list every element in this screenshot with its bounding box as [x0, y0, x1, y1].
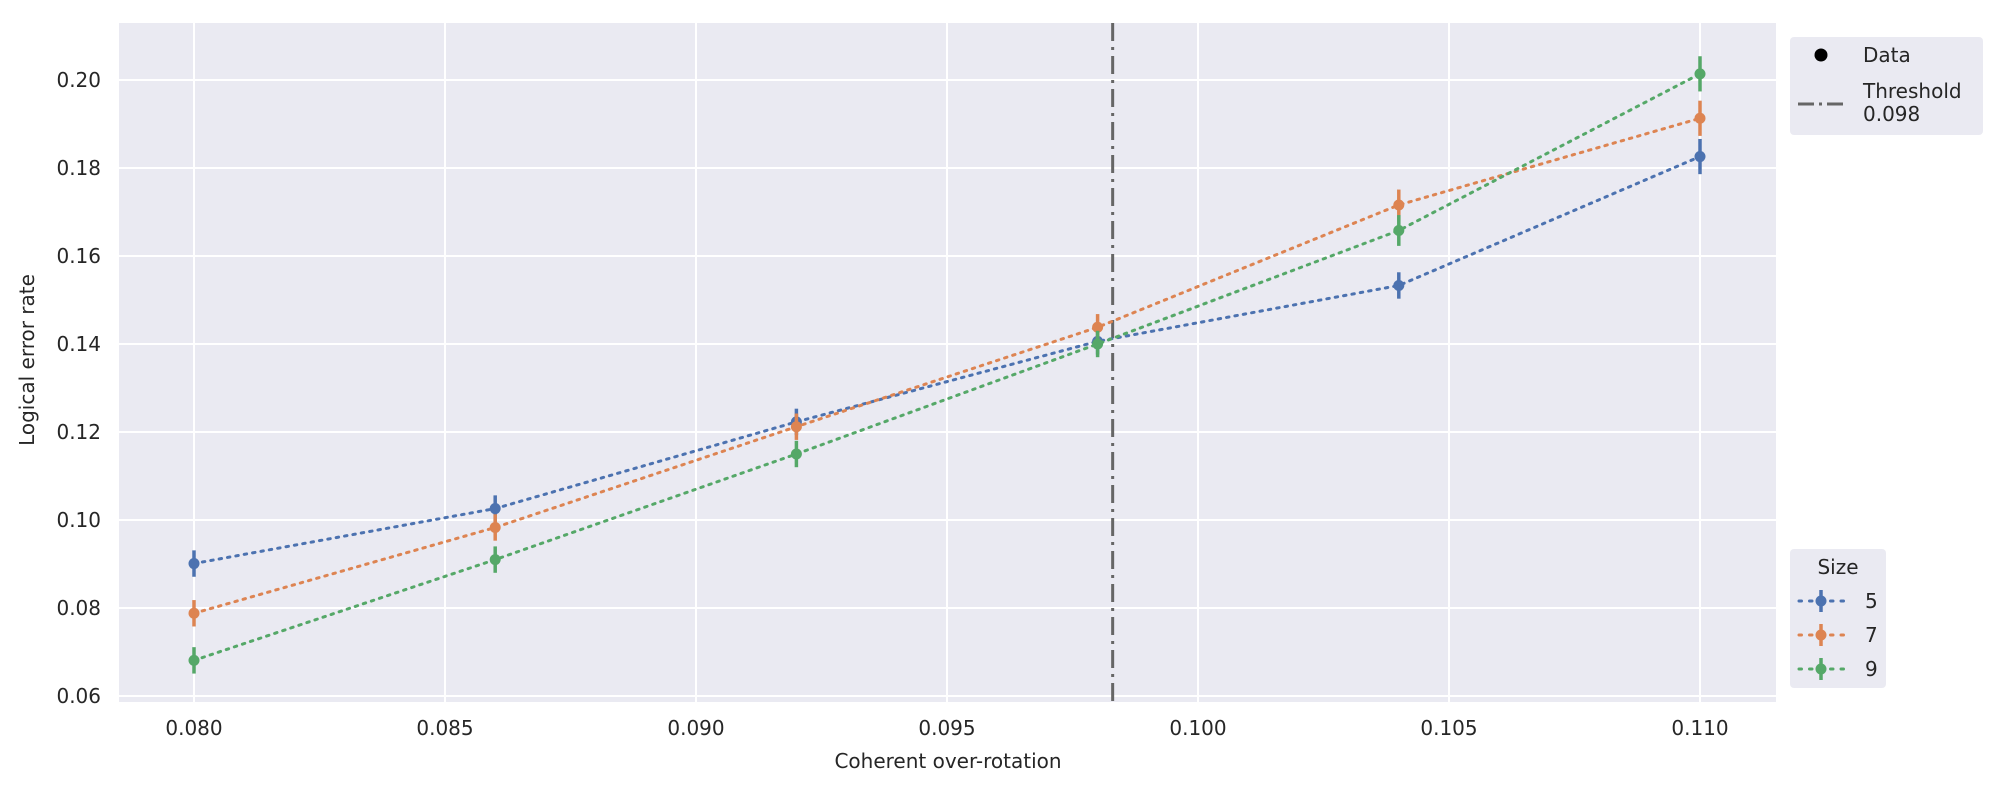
- data-point: [489, 554, 501, 566]
- legend-main: Data Threshold 0.098: [1790, 37, 1983, 135]
- x-tick-label: 0.085: [416, 716, 473, 740]
- legend-main-box: [1790, 37, 1983, 135]
- x-tick-label: 0.080: [165, 716, 222, 740]
- grid: [119, 23, 1776, 702]
- data-point: [790, 448, 802, 460]
- legend-size: Size 5 7 9: [1790, 549, 1886, 688]
- data-point: [1694, 68, 1706, 80]
- legend-size-label: 7: [1865, 623, 1878, 647]
- legend-data-label: Data: [1863, 43, 1911, 67]
- series-line: [192, 72, 1702, 662]
- data-point: [188, 558, 200, 570]
- x-tick-labels: 0.080 0.085 0.090 0.095 0.100 0.105 0.110: [165, 716, 1728, 740]
- data-point: [1694, 151, 1706, 163]
- legend-threshold-value: 0.098: [1863, 102, 1920, 126]
- y-tick-label: 0.14: [56, 332, 101, 356]
- series-group: [188, 56, 1706, 674]
- y-tick-labels: 0.06 0.08 0.10 0.12 0.14 0.16 0.18 0.20: [56, 68, 101, 708]
- data-point: [790, 421, 802, 433]
- series-7: [188, 100, 1706, 627]
- x-tick-label: 0.090: [667, 716, 724, 740]
- data-point: [489, 503, 501, 515]
- legend-threshold-label: Threshold: [1862, 79, 1962, 103]
- y-tick-label: 0.10: [56, 508, 101, 532]
- data-point: [188, 654, 200, 666]
- legend-size-marker-icon: [1815, 595, 1827, 607]
- data-point: [1092, 321, 1104, 333]
- y-tick-label: 0.20: [56, 68, 101, 92]
- y-tick-label: 0.12: [56, 420, 101, 444]
- x-tick-label: 0.105: [1420, 716, 1477, 740]
- legend-size-title: Size: [1817, 555, 1858, 579]
- series-line: [192, 155, 1702, 566]
- legend-size-label: 9: [1865, 657, 1878, 681]
- x-tick-label: 0.095: [918, 716, 975, 740]
- y-tick-label: 0.06: [56, 684, 101, 708]
- data-point: [188, 607, 200, 619]
- data-point: [1393, 224, 1405, 236]
- data-point: [1393, 199, 1405, 211]
- x-axis-label: Coherent over-rotation: [834, 749, 1061, 773]
- data-point: [1393, 279, 1405, 291]
- x-tick-label: 0.100: [1169, 716, 1226, 740]
- legend-size-marker-icon: [1815, 629, 1827, 641]
- y-axis-label: Logical error rate: [15, 274, 39, 446]
- data-point: [489, 521, 501, 533]
- y-tick-label: 0.16: [56, 244, 101, 268]
- legend-size-marker-icon: [1815, 663, 1827, 675]
- y-tick-label: 0.08: [56, 596, 101, 620]
- legend-data-marker-icon: [1814, 48, 1828, 62]
- series-line: [192, 116, 1702, 615]
- legend-size-label: 5: [1865, 589, 1878, 613]
- x-tick-label: 0.110: [1671, 716, 1728, 740]
- legend-size-box: [1790, 549, 1886, 688]
- series-9: [188, 56, 1706, 674]
- y-tick-label: 0.18: [56, 156, 101, 180]
- data-point: [1694, 112, 1706, 124]
- data-point: [1092, 338, 1104, 350]
